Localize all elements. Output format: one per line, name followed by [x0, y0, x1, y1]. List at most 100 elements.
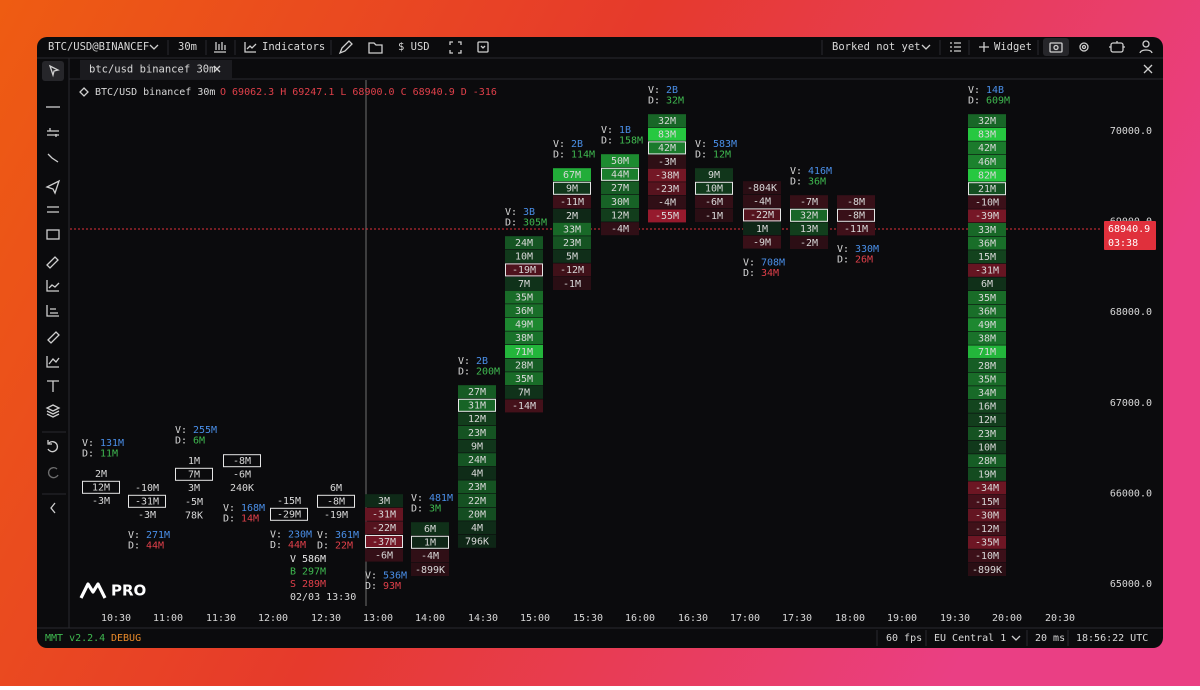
ohlc-value: 68940.9	[413, 87, 455, 98]
time-tick-label: 12:30	[311, 613, 341, 624]
chart-type-icon[interactable]	[214, 42, 226, 53]
footprint-value: -38M	[655, 170, 679, 181]
widget-button[interactable]: Widget	[994, 41, 1032, 53]
redo-button[interactable]	[48, 467, 59, 479]
footprint-cell	[505, 236, 543, 250]
footprint-value: -899K	[415, 565, 445, 576]
delta-label: D:	[505, 218, 517, 229]
delta-label: D:	[695, 150, 707, 161]
parallel-tool[interactable]	[47, 206, 59, 213]
footprint-cell	[553, 222, 591, 236]
delta-value: 11M	[100, 449, 118, 460]
legend-icon[interactable]	[79, 87, 89, 97]
footprint-cell	[458, 480, 496, 494]
fib-tool[interactable]	[47, 128, 59, 137]
brush-tool[interactable]	[46, 256, 59, 269]
footprint-value: 78K	[185, 510, 203, 521]
footprint-cell	[505, 345, 543, 358]
footprint-cell	[505, 399, 543, 413]
layers-tool[interactable]	[45, 404, 61, 418]
footprint-value: 4M	[471, 523, 483, 534]
countdown: 03:38	[1108, 238, 1138, 249]
measure-tool[interactable]	[47, 331, 60, 344]
footprint-value: 36M	[515, 306, 533, 317]
poc-box	[695, 181, 733, 195]
time-tick-label: 17:30	[782, 613, 812, 624]
footprint-value: 38M	[978, 334, 996, 345]
footprint-value: -31M	[372, 510, 396, 521]
volume-label: V:	[601, 125, 613, 136]
screenshot-button[interactable]	[1043, 38, 1069, 56]
footprint-value: -34M	[975, 483, 999, 494]
poc-box	[223, 454, 261, 468]
footprint-value: 83M	[658, 130, 676, 141]
crosshair-label: V	[290, 554, 296, 565]
footprint-value: 7M	[188, 470, 200, 481]
path-tool[interactable]	[47, 153, 59, 163]
footprint-value: -31M	[135, 497, 159, 508]
indicators-icon[interactable]	[244, 42, 257, 53]
chart-tab[interactable]	[80, 60, 232, 79]
rect-tool[interactable]	[46, 229, 60, 240]
account-icon[interactable]	[1142, 40, 1150, 48]
footprint-cell	[968, 182, 1006, 196]
arrow-tool[interactable]	[45, 179, 61, 195]
footprint-cell	[648, 168, 686, 182]
layout-selector[interactable]: Borked not yet	[832, 41, 921, 53]
settings-icon[interactable]	[1079, 42, 1089, 52]
poc-box	[601, 167, 639, 181]
footprint-value: 50M	[611, 156, 629, 167]
delta-value: 14M	[241, 514, 259, 525]
panel-close[interactable]	[1143, 64, 1153, 74]
footprint-value: 23M	[468, 428, 486, 439]
footprint-value: 22M	[468, 496, 486, 507]
delta-value: 200M	[476, 367, 500, 378]
delta-value: 34M	[761, 268, 779, 279]
footprint-cell	[458, 426, 496, 439]
fullscreen-icon[interactable]	[449, 41, 462, 54]
collapse-sidebar[interactable]	[50, 502, 56, 514]
list-icon[interactable]	[950, 42, 961, 52]
indicators-button[interactable]: Indicators	[262, 41, 325, 53]
tab-close[interactable]	[213, 65, 221, 73]
footprint-cell	[505, 331, 543, 345]
undo-button[interactable]	[47, 440, 58, 453]
footprint-cell	[968, 318, 1006, 332]
footprint-cell	[601, 222, 639, 236]
poc-box	[968, 182, 1006, 196]
footprint-cell	[968, 236, 1006, 250]
text-tool[interactable]	[47, 380, 59, 392]
profile-tool[interactable]	[46, 305, 59, 317]
time-tick-label: 16:00	[625, 613, 655, 624]
footprint-value: -19M	[324, 510, 348, 521]
draw-icon[interactable]	[338, 40, 353, 55]
region-selector[interactable]: EU Central 1	[934, 633, 1006, 644]
time-tick-label: 20:30	[1045, 613, 1075, 624]
footprint-cell	[601, 154, 639, 168]
cursor-tool[interactable]	[42, 61, 64, 81]
currency-button[interactable]: $ USD	[398, 41, 430, 53]
footprint-value: -19M	[512, 265, 536, 276]
footprint-cell	[743, 181, 781, 195]
sidebar	[42, 58, 70, 628]
footprint-value: 31M	[468, 401, 486, 412]
footprint-cell	[968, 454, 1006, 468]
footprint-cell	[553, 249, 591, 263]
footprint-cell	[505, 304, 543, 318]
folder-icon[interactable]	[368, 42, 383, 54]
footprint-value: -12M	[560, 265, 584, 276]
footprint-cell	[648, 209, 686, 223]
footprint-cell	[365, 507, 403, 521]
logo-text: PRO	[111, 582, 146, 600]
indicator-tool[interactable]	[46, 280, 60, 292]
footprint-value: -3M	[658, 157, 676, 168]
volume-tool[interactable]	[46, 356, 60, 368]
footprint-value: -5M	[185, 497, 203, 508]
symbol-selector[interactable]: BTC/USD@BINANCEF	[48, 41, 149, 53]
footprint-cell	[365, 521, 403, 535]
interval-button[interactable]: 30m	[178, 41, 197, 53]
footprint-cell	[968, 440, 1006, 454]
footprint-value: -3M	[138, 510, 156, 521]
footprint-cell	[790, 195, 828, 209]
menu-icon[interactable]	[477, 41, 489, 53]
